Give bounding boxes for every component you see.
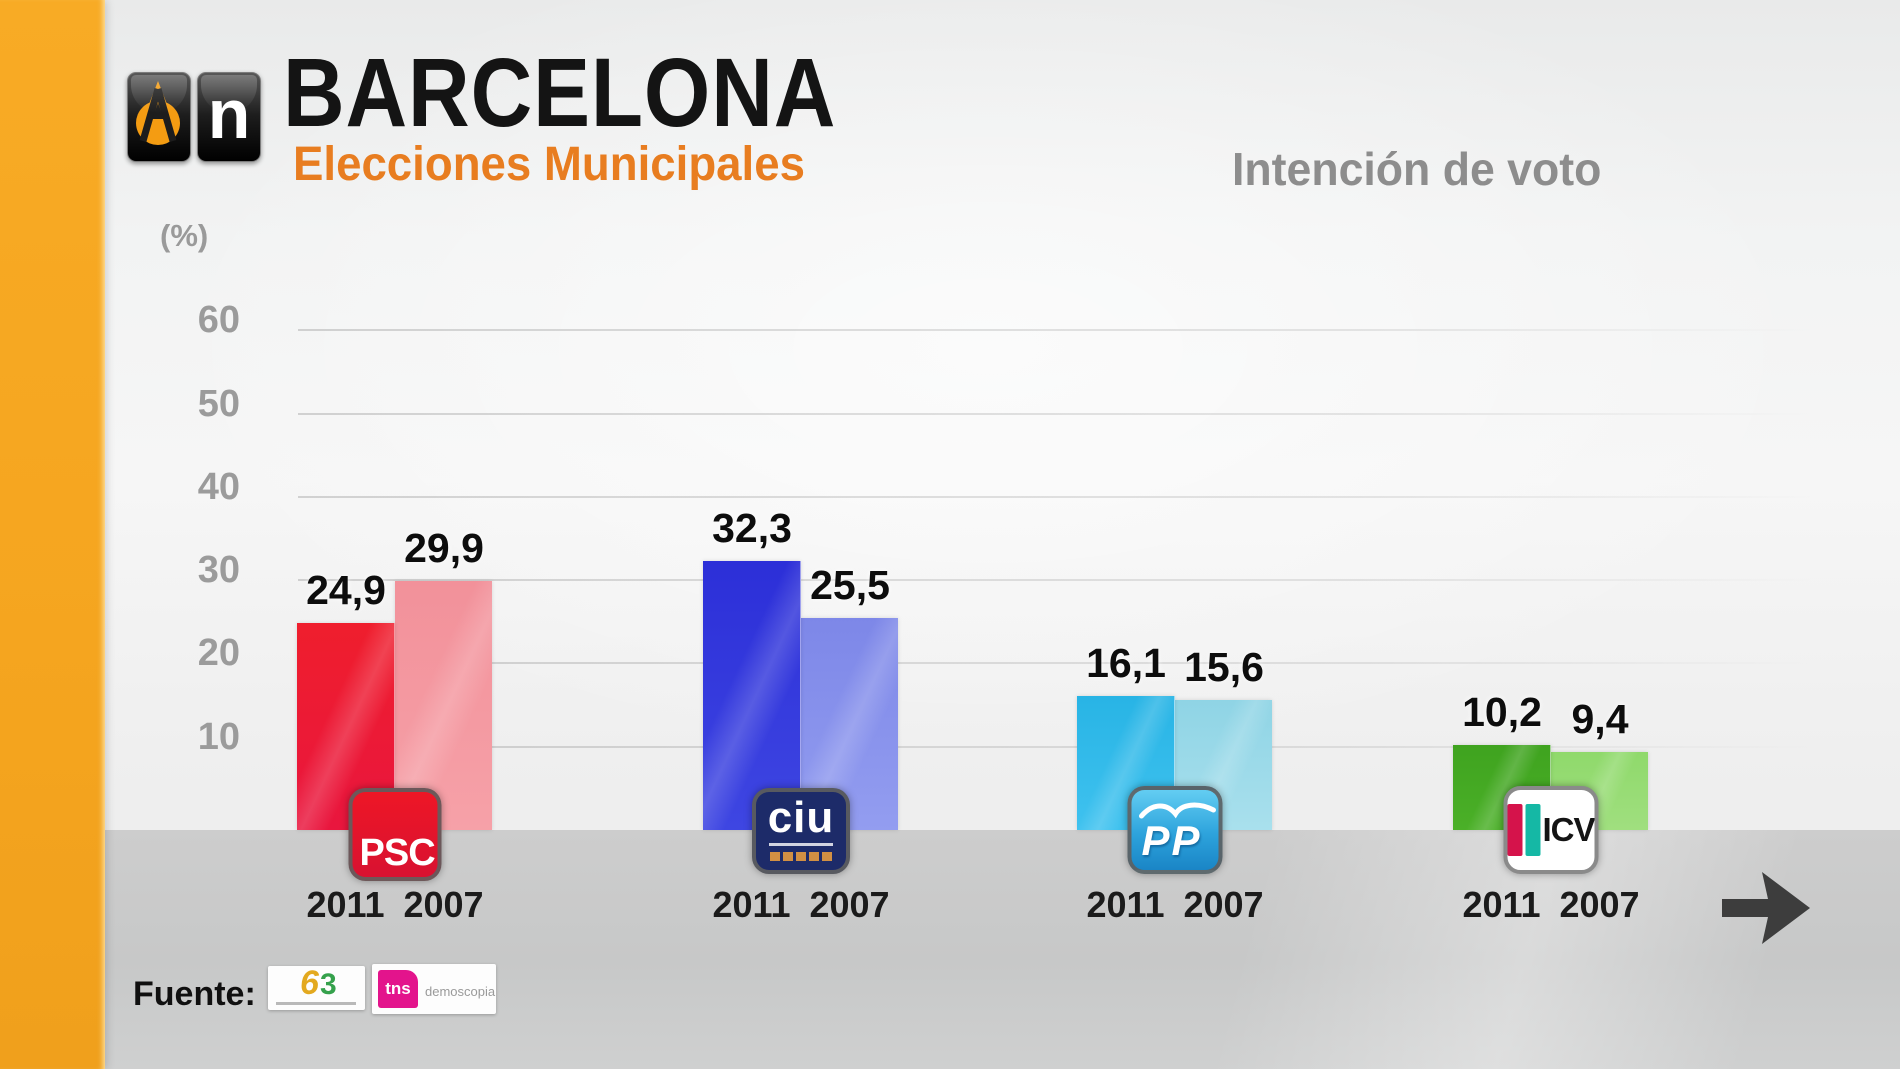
gridline-30 [298, 579, 1814, 582]
bar-group-icv: 10,2 9,4 ICV 2011 2007 [1453, 0, 1649, 1069]
y-tick-label-40: 40 [197, 465, 240, 508]
floor-sheen [900, 830, 1900, 1069]
b3-logo-caption [276, 1002, 356, 1005]
icv-logo-teal-block [1525, 804, 1541, 856]
value-label-psc-2007: 29,9 [404, 525, 484, 571]
icv-logo-red-block [1507, 804, 1523, 856]
y-tick-label-30: 30 [197, 549, 240, 592]
year-label-icv-2007: 2007 [1559, 884, 1640, 925]
year-label-ciu-2011: 2011 [712, 884, 791, 925]
tns-logo-box: tns [378, 970, 418, 1008]
pp-logo-label: PP [1141, 817, 1202, 864]
psc-party-logo: PSC [348, 788, 442, 881]
value-label-pp-2007: 15,6 [1184, 644, 1264, 690]
left-orange-band [0, 0, 105, 1069]
chart-heading: Intención de voto [1232, 143, 1602, 195]
y-tick-label-20: 20 [197, 632, 240, 675]
ciu-party-logo: ciu [752, 788, 850, 874]
noticias-n-logo: n [197, 72, 261, 162]
psc-logo-label: PSC [359, 832, 436, 874]
value-label-pp-2011: 16,1 [1086, 640, 1166, 686]
b3-source-logo: 6 3 [268, 964, 365, 1010]
y-axis-unit-label: (%) [160, 218, 209, 253]
ciu-logo-divider [768, 843, 834, 846]
gridline-20 [298, 662, 1814, 665]
y-tick-label-60: 60 [197, 299, 240, 342]
pp-party-logo: PP [1127, 786, 1223, 874]
year-label-ciu-2007: 2007 [809, 884, 890, 925]
year-label-icv-2011: 2011 [1462, 884, 1541, 925]
bar-group-ciu: 32,3 25,5 ciu 2011 2007 [703, 0, 899, 1069]
pp-seagull-icon [1139, 802, 1216, 819]
page-subtitle: Elecciones Municipales [293, 138, 805, 191]
bar-group-pp: 16,1 15,6 PP 2011 2007 [1077, 0, 1273, 1069]
icv-party-logo: ICV [1503, 786, 1599, 874]
year-label-pp-2007: 2007 [1183, 884, 1264, 925]
b3-logo-glyph-yellow: 6 [300, 964, 319, 1002]
bar-ciu-2011 [703, 561, 801, 830]
gridline-10 [298, 745, 1814, 748]
year-label-pp-2011: 2011 [1086, 884, 1165, 925]
value-label-icv-2011: 10,2 [1462, 689, 1542, 735]
tns-logo-caption: demoscopia [425, 984, 496, 999]
year-label-psc-2007: 2007 [403, 884, 484, 925]
icv-logo-label: ICV [1542, 811, 1595, 848]
noticias-n-label: n [207, 75, 251, 153]
value-label-ciu-2007: 25,5 [810, 562, 890, 608]
gridline-60 [298, 329, 1814, 332]
y-tick-label-50: 50 [197, 382, 240, 425]
value-label-ciu-2011: 32,3 [712, 505, 792, 551]
ciu-logo-dots [770, 852, 832, 861]
source-label: Fuente: [133, 975, 256, 1013]
value-label-psc-2011: 24,9 [306, 567, 386, 613]
ciu-logo-label: ciu [767, 793, 835, 842]
antena3-a-icon [136, 81, 180, 145]
gridline-50 [298, 412, 1814, 415]
b3-logo-glyph-green: 3 [320, 968, 337, 1001]
value-label-icv-2007: 9,4 [1571, 696, 1629, 742]
antena3-logo [127, 72, 191, 162]
year-label-psc-2011: 2011 [306, 884, 385, 925]
bar-group-psc: 24,9 29,9 PSC 2011 2007 [297, 0, 493, 1069]
page-title: BARCELONA [283, 38, 837, 147]
gridline-40 [298, 495, 1814, 498]
tns-demoscopia-logo: tns demoscopia [372, 964, 496, 1014]
y-tick-label-10: 10 [197, 715, 240, 758]
next-slide-arrow[interactable] [1722, 866, 1814, 955]
right-arrow-icon [1722, 872, 1810, 944]
